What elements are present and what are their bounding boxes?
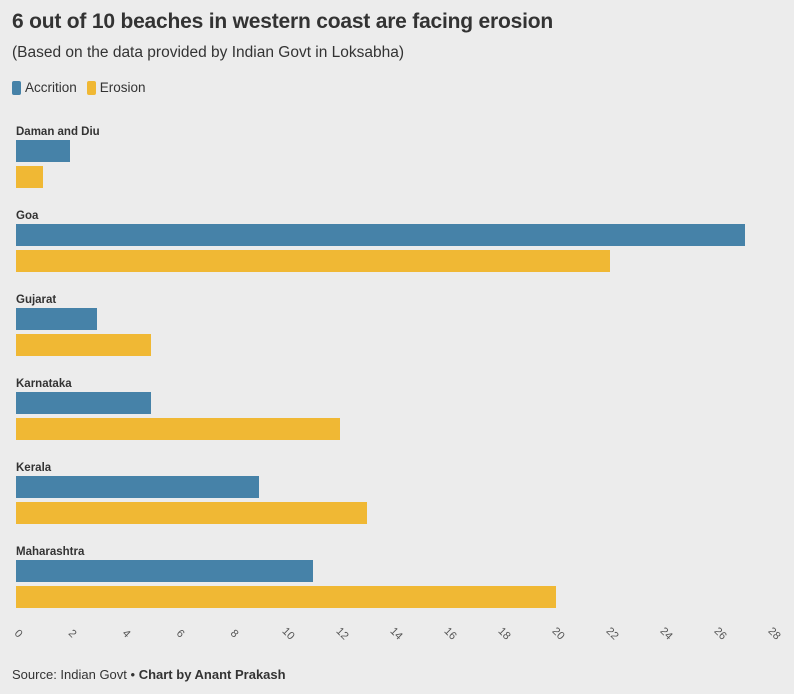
legend-label-erosion: Erosion <box>99 80 146 95</box>
bar-accrition-karnataka <box>16 392 151 414</box>
category-label-karnataka: Karnataka <box>16 378 72 390</box>
bar-erosion-daman-and-diu <box>16 166 43 188</box>
x-tick-label: 14 <box>388 625 405 642</box>
x-tick-label: 20 <box>550 625 567 642</box>
x-tick-label: 24 <box>658 625 675 642</box>
footer-separator: • <box>126 667 139 682</box>
chart-subtitle: (Based on the data provided by Indian Go… <box>12 44 405 61</box>
x-tick-label: 8 <box>228 627 241 640</box>
x-tick-label: 0 <box>12 627 25 640</box>
bar-erosion-maharashtra <box>16 586 556 608</box>
bar-accrition-daman-and-diu <box>16 140 70 162</box>
footer-source: Source: Indian Govt <box>12 667 127 682</box>
legend-item-erosion: Erosion <box>86 80 146 95</box>
x-tick-label: 10 <box>280 625 297 642</box>
x-tick-label: 6 <box>174 627 187 640</box>
x-tick-label: 4 <box>120 627 133 640</box>
legend-swatch-accrition <box>12 80 21 95</box>
x-tick-label: 16 <box>442 625 459 642</box>
legend-swatch-erosion <box>86 80 96 95</box>
legend-label-accrition: Accrition <box>25 80 77 95</box>
x-tick-label: 18 <box>496 625 513 642</box>
bar-accrition-goa <box>16 224 745 246</box>
bar-erosion-gujarat <box>16 334 151 356</box>
bar-accrition-kerala <box>16 476 259 498</box>
category-label-daman-and-diu: Daman and Diu <box>16 126 100 138</box>
x-tick-label: 2 <box>66 627 79 640</box>
category-label-maharashtra: Maharashtra <box>16 546 85 558</box>
category-label-gujarat: Gujarat <box>16 294 56 306</box>
bar-erosion-kerala <box>16 502 367 524</box>
bar-erosion-goa <box>16 250 610 272</box>
footer-credit: Chart by Anant Prakash <box>138 667 286 682</box>
chart-title: 6 out of 10 beaches in western coast are… <box>12 10 554 33</box>
category-label-kerala: Kerala <box>16 462 52 474</box>
legend: Accrition Erosion <box>12 80 146 95</box>
bar-accrition-maharashtra <box>16 560 313 582</box>
category-label-goa: Goa <box>16 210 39 222</box>
x-tick-label: 12 <box>334 625 351 642</box>
legend-item-accrition: Accrition <box>12 80 77 95</box>
x-tick-label: 28 <box>766 625 783 642</box>
bar-accrition-gujarat <box>16 308 97 330</box>
x-tick-label: 26 <box>712 625 729 642</box>
bar-erosion-karnataka <box>16 418 340 440</box>
chart-footer: Source: Indian Govt • Chart by Anant Pra… <box>12 667 286 682</box>
x-tick-label: 22 <box>604 625 621 642</box>
